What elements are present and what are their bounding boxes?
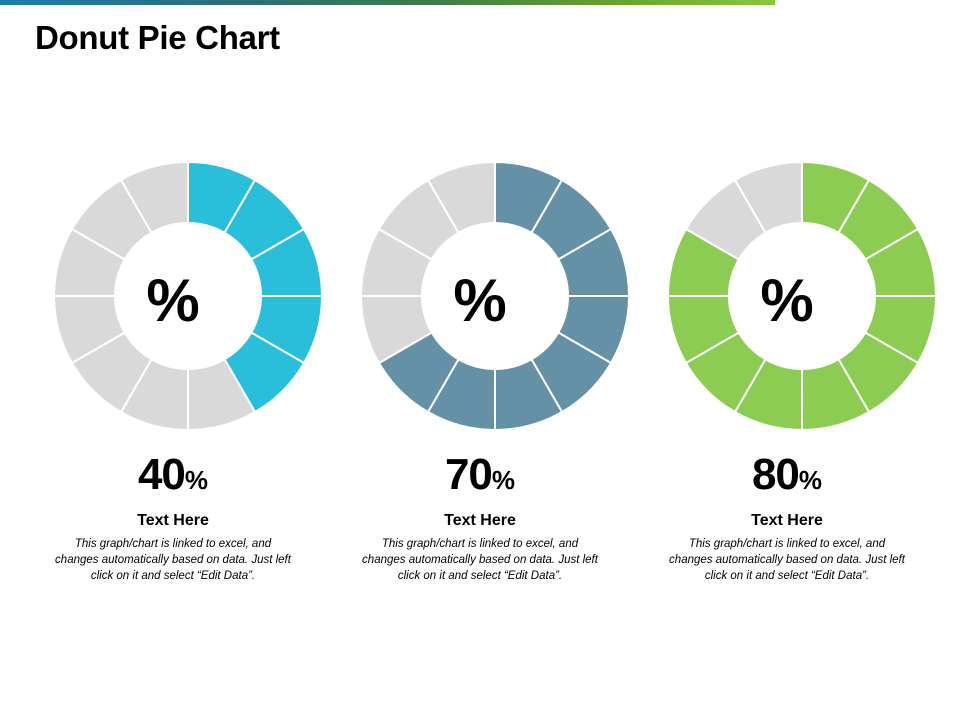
value-number-3: 80 — [751, 450, 800, 499]
value-number-2: 70 — [444, 450, 493, 499]
panel-heading-3: Text Here — [751, 512, 823, 529]
donut-panel-1: % 40% Text Here This graph/chart is link… — [23, 150, 324, 620]
donut-chart-2 — [359, 160, 631, 432]
value-unit-2: % — [491, 465, 516, 495]
donut-center-label-3: % — [760, 266, 814, 334]
donut-chart-3 — [666, 160, 938, 432]
donut-center-label-2: % — [453, 266, 507, 334]
panel-heading-1: Text Here — [137, 512, 209, 529]
donut-panel-2: % 70% Text Here This graph/chart is link… — [330, 150, 631, 620]
donut-center-label-1: % — [146, 266, 200, 334]
donut-1-segment-12-empty — [119, 160, 189, 235]
page-title: Donut Pie Chart — [35, 19, 280, 56]
panel-description-1: This graph/chart is linked to excel, and… — [55, 538, 291, 582]
value-readout-1: 40% — [23, 450, 323, 500]
panel-heading-2: Text Here — [444, 512, 516, 529]
value-unit-1: % — [184, 465, 209, 495]
panel-description-2: This graph/chart is linked to excel, and… — [362, 538, 598, 582]
value-unit-3: % — [798, 465, 823, 495]
panel-description-3: This graph/chart is linked to excel, and… — [669, 538, 905, 582]
value-number-1: 40 — [137, 450, 186, 499]
donut-panel-3: % 80% Text Here This graph/chart is link… — [637, 150, 938, 620]
donut-2-segment-12-empty — [426, 160, 496, 235]
value-readout-2: 70% — [330, 450, 630, 500]
donut-chart-1 — [52, 160, 324, 432]
donut-3-segment-12-empty — [733, 160, 803, 235]
value-readout-3: 80% — [637, 450, 937, 500]
top-accent-bar — [0, 0, 775, 5]
